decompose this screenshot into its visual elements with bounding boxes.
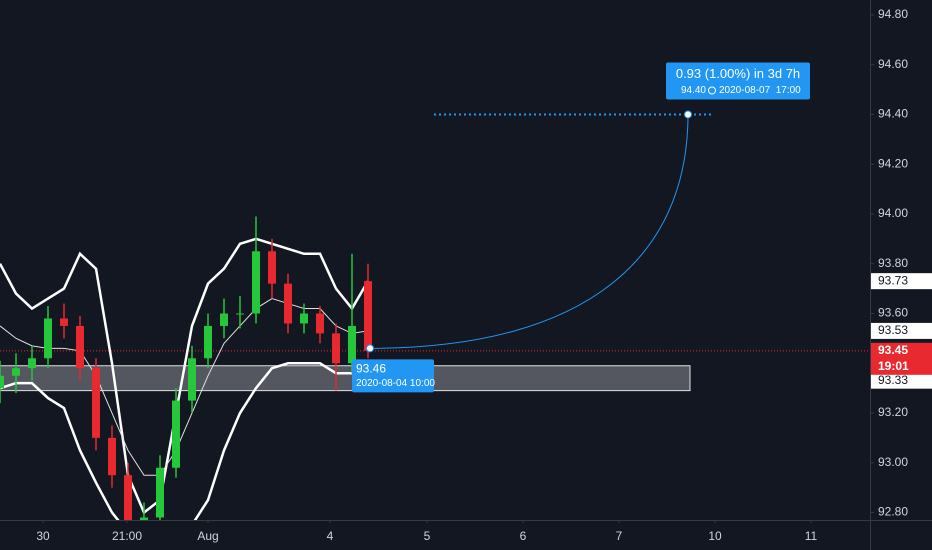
candle-body bbox=[76, 325, 84, 369]
x-tick-label: 7 bbox=[616, 529, 623, 543]
last-price-label: 93.45 bbox=[878, 343, 908, 357]
x-tick-label: Aug bbox=[197, 529, 218, 543]
price-badge-label: 93.33 bbox=[878, 373, 908, 387]
y-tick-label: 92.80 bbox=[878, 505, 908, 519]
candle-body bbox=[300, 313, 308, 324]
y-tick-label: 94.60 bbox=[878, 57, 908, 71]
y-tick-label: 94.40 bbox=[878, 107, 908, 121]
candle-body bbox=[188, 358, 196, 401]
candle-body bbox=[60, 318, 68, 326]
y-tick-label: 93.80 bbox=[878, 256, 908, 270]
candle-body bbox=[156, 467, 164, 518]
x-tick-label: 5 bbox=[424, 529, 431, 543]
candle-body bbox=[108, 437, 116, 476]
end-price: 94.40 bbox=[681, 85, 706, 96]
band-line bbox=[0, 298, 369, 476]
end-label-box bbox=[666, 62, 810, 100]
candle-body bbox=[28, 358, 36, 369]
candle-body bbox=[124, 475, 132, 520]
candle-body bbox=[44, 318, 52, 359]
x-tick-label: 4 bbox=[327, 529, 334, 543]
candle-body bbox=[172, 400, 180, 468]
price-badge bbox=[871, 273, 932, 290]
candle-body bbox=[236, 313, 244, 315]
candle-body bbox=[92, 368, 100, 438]
candle-body bbox=[332, 333, 340, 364]
price-badge-label: 93.73 bbox=[878, 273, 908, 287]
x-tick-label: 11 bbox=[805, 529, 818, 543]
last-price-badge bbox=[871, 342, 932, 375]
end-time: 2020-08-07 17:00 bbox=[719, 85, 801, 96]
zone bbox=[0, 365, 691, 392]
candle-body bbox=[252, 251, 260, 314]
candle-body bbox=[140, 517, 148, 520]
y-tick-label: 93.60 bbox=[878, 306, 908, 320]
change-label: 0.93 (1.00%) in 3d 7h bbox=[676, 66, 800, 81]
candle-body bbox=[220, 313, 228, 326]
projection-start bbox=[366, 344, 374, 353]
band-line bbox=[0, 237, 370, 515]
y-tick-label: 94.20 bbox=[878, 156, 908, 170]
y-tick-label: 93.20 bbox=[878, 405, 908, 419]
candle-body bbox=[364, 281, 372, 351]
projection-curve bbox=[369, 114, 689, 349]
y-tick-label: 93.00 bbox=[878, 455, 908, 469]
plot bbox=[0, 110, 870, 520]
candle-body bbox=[348, 325, 356, 364]
candle-body bbox=[284, 283, 292, 324]
countdown-label: 19:01 bbox=[878, 359, 909, 373]
x-tick-label: 10 bbox=[708, 529, 722, 543]
x-tick-label: 21:00 bbox=[112, 529, 142, 543]
start-label-box bbox=[352, 359, 434, 393]
candle-body bbox=[204, 325, 212, 359]
start-time: 2020-08-04 10:00 bbox=[356, 378, 435, 389]
candle-body bbox=[0, 375, 4, 389]
candle-body bbox=[12, 368, 20, 376]
candle-body bbox=[268, 251, 276, 284]
y-tick-label: 94.00 bbox=[878, 206, 908, 220]
price-badge-label: 93.53 bbox=[878, 323, 908, 337]
band-line bbox=[0, 362, 369, 520]
y-tick-label: 94.80 bbox=[878, 7, 908, 21]
start-price: 93.46 bbox=[356, 361, 386, 375]
price-badge bbox=[871, 322, 932, 339]
price-badge bbox=[871, 372, 932, 389]
x-tick-label: 30 bbox=[36, 529, 50, 543]
candle-body bbox=[316, 313, 324, 334]
clock-icon bbox=[708, 86, 716, 95]
x-tick-label: 6 bbox=[520, 529, 527, 543]
projection-end bbox=[684, 110, 692, 119]
